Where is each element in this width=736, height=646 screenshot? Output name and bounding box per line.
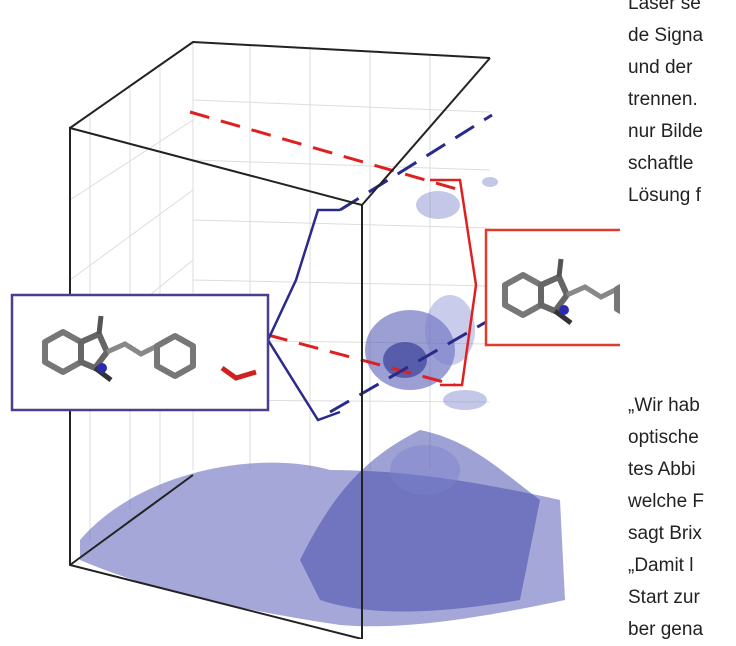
text-line: sagt Brix — [628, 523, 702, 544]
text-column: „Wir hab optische tes Abbi welche F sagt Bri… — [628, 390, 704, 646]
text-line: schaftle — [628, 153, 694, 174]
figure — [10, 40, 620, 639]
molecule-box-left — [10, 293, 270, 412]
text-line: Start zur — [628, 587, 700, 608]
text-line: welche F — [628, 491, 705, 512]
text-line: de Signa — [628, 25, 704, 46]
text-line: Lösung f — [628, 185, 701, 206]
text-line: „Wir hab — [628, 395, 700, 416]
text-line: Laser se — [628, 0, 701, 14]
text-line: optische — [628, 427, 699, 448]
text-line: tes Abbi — [628, 459, 696, 480]
text-line: „Damit l — [628, 555, 694, 576]
box — [69, 40, 491, 639]
text-line: trennen. — [628, 89, 698, 110]
text-line: und der — [628, 57, 693, 78]
text-column: Laser se de Signa und der trennen. nur Bilde… — [628, 0, 703, 212]
projection-lines — [189, 110, 493, 422]
molecule-box-right — [484, 228, 620, 347]
text-line: nur Bilde — [628, 121, 703, 142]
text-line: ber gena — [628, 619, 704, 640]
density-surface — [80, 177, 565, 627]
